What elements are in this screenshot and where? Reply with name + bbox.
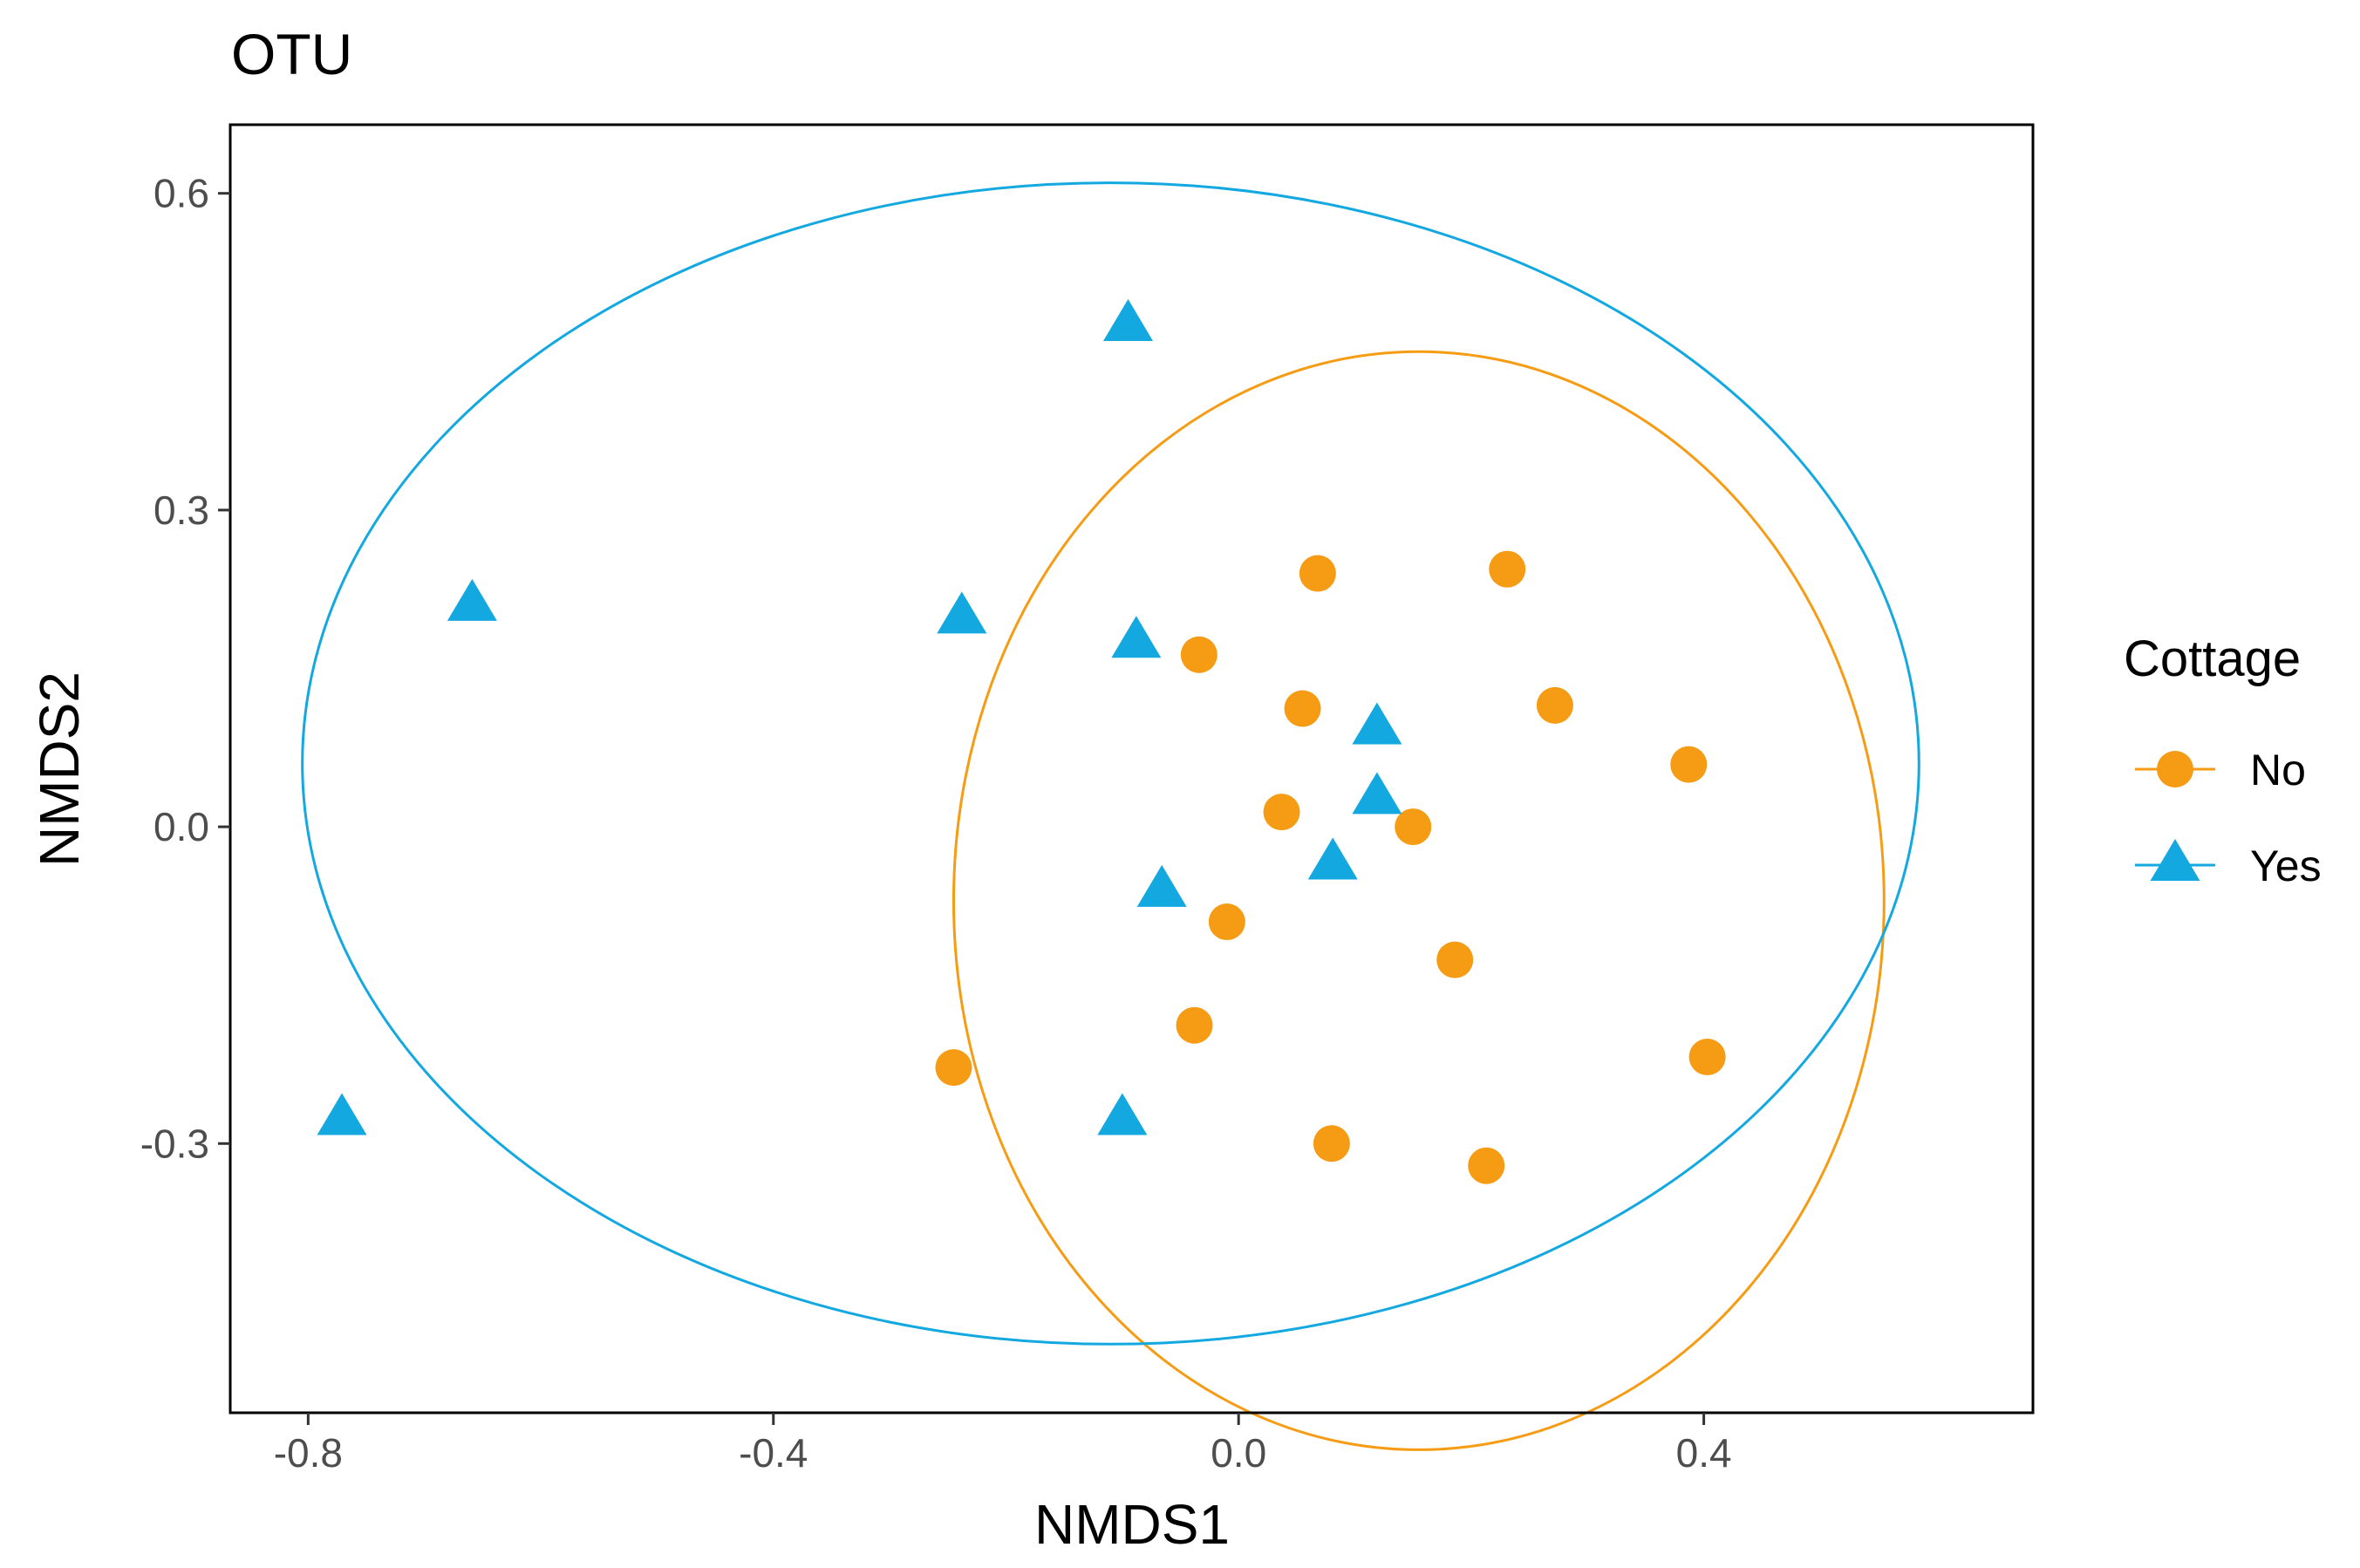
y-axis-ticks: -0.3 0.0 0.3 0.6 — [140, 171, 230, 1166]
point-no-9 — [1208, 903, 1245, 941]
point-yes-5 — [1352, 702, 1402, 745]
legend: Cottage No Yes — [2124, 631, 2322, 890]
point-no-2 — [1489, 550, 1526, 588]
point-no-12 — [935, 1049, 972, 1087]
point-no-4 — [1284, 690, 1321, 727]
y-tick-label: -0.3 — [140, 1121, 209, 1166]
legend-title: Cottage — [2124, 631, 2301, 687]
legend-key-marker — [2157, 751, 2193, 787]
point-yes-7 — [1307, 837, 1358, 880]
point-no-8 — [1395, 808, 1432, 846]
point-yes-1 — [1102, 299, 1153, 342]
x-axis-label: NMDS1 — [1034, 1493, 1230, 1556]
point-yes-2 — [447, 578, 497, 621]
point-no-7 — [1263, 794, 1300, 831]
legend-items: No Yes — [2135, 746, 2322, 890]
legend-label: No — [2250, 746, 2306, 794]
point-no-6 — [1670, 746, 1708, 783]
point-no-15 — [1468, 1147, 1505, 1184]
x-tick-label: -0.8 — [274, 1430, 343, 1476]
x-axis-ticks: -0.8 -0.4 0.0 0.4 — [274, 1413, 1732, 1476]
point-no-5 — [1536, 686, 1573, 724]
y-tick-label: 0.0 — [153, 804, 209, 849]
point-no-14 — [1313, 1125, 1350, 1162]
point-yes-9 — [317, 1093, 367, 1135]
x-tick-label: -0.4 — [739, 1430, 808, 1476]
point-no-11 — [1176, 1006, 1213, 1044]
point-yes-8 — [1136, 864, 1187, 907]
y-tick-label: 0.3 — [153, 487, 209, 533]
confidence-ellipses — [301, 181, 1920, 1451]
plot-panel-border — [228, 123, 2035, 1415]
point-yes-4 — [1111, 616, 1162, 658]
point-no-3 — [1180, 636, 1218, 673]
point-yes-3 — [937, 591, 987, 634]
point-no-10 — [1436, 941, 1474, 978]
point-no-13 — [1688, 1039, 1726, 1076]
legend-item-no: No — [2135, 746, 2306, 794]
legend-label: Yes — [2250, 842, 2322, 890]
data-points — [317, 299, 1726, 1184]
y-tick-label: 0.6 — [153, 171, 209, 216]
x-tick-label: 0.4 — [1676, 1430, 1732, 1476]
point-yes-10 — [1097, 1093, 1148, 1135]
x-tick-label: 0.0 — [1211, 1430, 1266, 1476]
point-no-1 — [1299, 555, 1336, 592]
chart-title: OTU — [231, 22, 352, 86]
point-yes-6 — [1352, 772, 1402, 815]
ellipse-no — [952, 350, 1886, 1451]
legend-item-yes: Yes — [2135, 839, 2322, 890]
legend-key-marker — [2150, 839, 2200, 881]
ellipse-yes — [301, 181, 1920, 1346]
y-axis-label: NMDS2 — [28, 672, 91, 867]
